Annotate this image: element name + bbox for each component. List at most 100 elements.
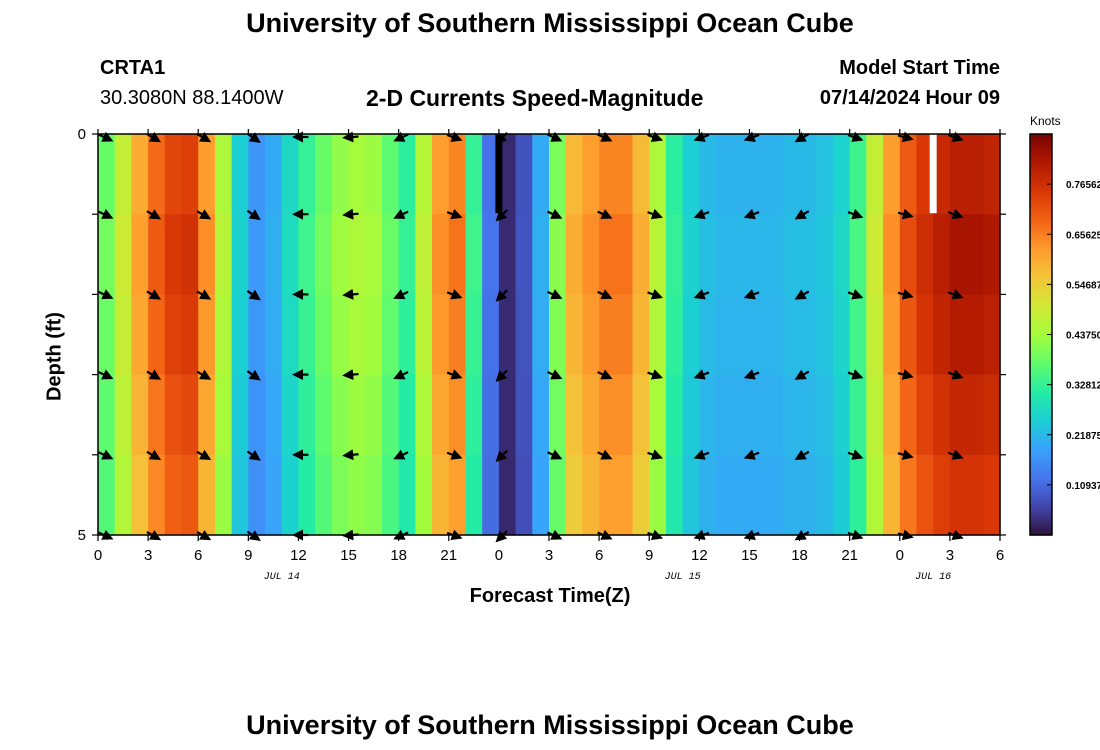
- current-vector-arrow: [393, 208, 409, 219]
- heatmap-cell: [482, 454, 500, 536]
- heatmap-cell: [832, 214, 851, 295]
- heatmap-cell: [949, 294, 968, 376]
- heatmap-cell: [465, 134, 483, 215]
- x-tick-label: 12: [290, 547, 307, 564]
- heatmap-cell: [98, 214, 116, 295]
- colorbar-segment: [1030, 254, 1052, 258]
- heatmap-cell: [281, 454, 300, 536]
- heatmap-cell: [916, 374, 934, 456]
- current-vector-arrow: [342, 131, 359, 143]
- colorbar-segment: [1030, 454, 1052, 458]
- heatmap-cell: [866, 214, 884, 295]
- heatmap-cell: [832, 454, 851, 536]
- x-tick-label: 21: [440, 547, 457, 564]
- heatmap-cell: [782, 294, 801, 376]
- colorbar-segment: [1030, 219, 1052, 223]
- colorbar-segment: [1030, 179, 1052, 183]
- heatmap-cell: [114, 214, 132, 295]
- current-vector-arrow: [146, 449, 162, 460]
- current-vector-arrow: [393, 449, 409, 460]
- heatmap-cell: [966, 294, 984, 376]
- colorbar-segment: [1030, 529, 1052, 534]
- x-tick-label: 15: [741, 547, 758, 564]
- colorbar-segment: [1030, 201, 1052, 205]
- colorbar-segment: [1030, 314, 1052, 318]
- heatmap-cell: [448, 374, 467, 456]
- colorbar-segment: [1030, 457, 1052, 461]
- colorbar-segment: [1030, 359, 1052, 363]
- current-vector-arrow: [597, 208, 613, 219]
- colorbar-segment: [1030, 497, 1052, 501]
- current-vector-arrow: [98, 369, 114, 380]
- colorbar-segment: [1030, 234, 1052, 238]
- heatmap-cell: [448, 294, 467, 376]
- heatmap-cell: [549, 294, 567, 376]
- heatmap-cell: [231, 134, 249, 215]
- heatmap-cell: [649, 454, 667, 536]
- heatmap-cell: [532, 134, 550, 215]
- colorbar-segment: [1030, 382, 1052, 386]
- colorbar-segment: [1030, 299, 1052, 303]
- model-start-label: Model Start Time: [839, 57, 1000, 79]
- heatmap-cell: [899, 454, 918, 536]
- heatmap-cell: [331, 374, 350, 456]
- heatmap-cell: [315, 134, 333, 215]
- heatmap-cell: [615, 214, 634, 295]
- x-tick-label: 6: [194, 547, 202, 564]
- x-tick-label: 3: [545, 547, 553, 564]
- heatmap-cell: [498, 454, 517, 536]
- heatmap-cell: [766, 374, 784, 456]
- heatmap-cell: [933, 214, 951, 295]
- colorbar-segment: [1030, 321, 1052, 326]
- colorbar-segment: [1030, 434, 1052, 438]
- heatmap-cell: [381, 374, 400, 456]
- current-vector-arrow: [647, 131, 663, 142]
- station-id: CRTA1: [100, 57, 166, 79]
- current-vector-arrow: [446, 289, 463, 300]
- colorbar-segment: [1030, 324, 1052, 328]
- heatmap-cell: [281, 294, 300, 376]
- heatmap-cell: [248, 374, 266, 456]
- date-label: JUL 16: [915, 572, 951, 583]
- x-tick-label: 18: [791, 547, 808, 564]
- colorbar-segment: [1030, 274, 1052, 278]
- colorbar-segment: [1030, 161, 1052, 165]
- heatmap-cell: [398, 214, 416, 295]
- x-tick-label: 6: [996, 547, 1004, 564]
- colorbar-segment: [1030, 462, 1052, 466]
- heatmap-cell: [432, 294, 450, 376]
- heatmap-cell: [582, 294, 600, 376]
- current-vector-arrow: [947, 449, 964, 460]
- heatmap-cell: [365, 294, 383, 376]
- heatmap-cell: [699, 374, 717, 456]
- heatmap-cell: [398, 134, 416, 215]
- heatmap-cell: [866, 374, 884, 456]
- current-vector-arrow: [647, 449, 663, 460]
- colorbar-segment: [1030, 284, 1052, 288]
- colorbar-segment: [1030, 469, 1052, 473]
- current-vector-arrow: [495, 449, 508, 463]
- heatmap-cell: [181, 214, 199, 295]
- heatmap-cell: [599, 294, 617, 376]
- heatmap-cell: [816, 214, 834, 295]
- heatmap-cell: [214, 374, 233, 456]
- heatmap-cell: [732, 374, 751, 456]
- colorbar-segment: [1030, 437, 1052, 441]
- missing-data-cell: [495, 134, 503, 214]
- heatmap-cell: [832, 374, 851, 456]
- heatmap-cell: [515, 454, 533, 536]
- colorbar-segment: [1030, 249, 1052, 253]
- colorbar-segment: [1030, 389, 1052, 393]
- heatmap-cell: [381, 294, 400, 376]
- heatmap-cell: [331, 294, 350, 376]
- heatmap-cell: [983, 134, 1001, 215]
- heatmap-cell: [164, 454, 183, 536]
- heatmap-cell: [732, 454, 751, 536]
- heatmap-cell: [682, 214, 700, 295]
- heatmap-cell: [549, 134, 567, 215]
- heatmap-cell: [749, 214, 767, 295]
- current-vector-arrow: [597, 449, 613, 460]
- heatmap-cell: [114, 134, 132, 215]
- heatmap-cell: [582, 374, 600, 456]
- heatmap-cell: [949, 134, 968, 215]
